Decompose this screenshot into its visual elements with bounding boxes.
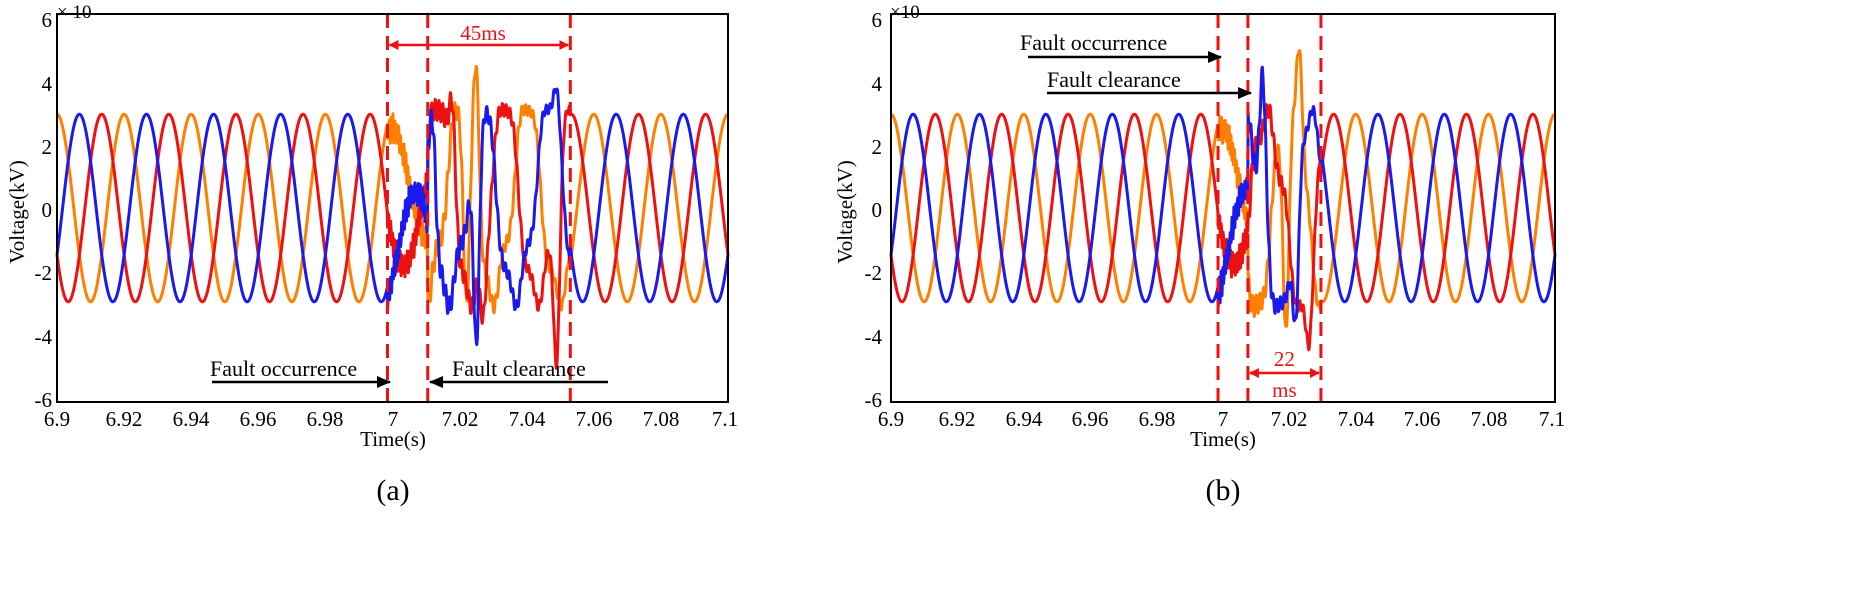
x-tick-label: 6.96 — [240, 407, 277, 431]
interval-label-line: 22 — [1274, 347, 1295, 371]
y-tick-label: 4 — [42, 72, 53, 96]
fault-occurrence-annotation: Fault occurrence — [1020, 30, 1167, 55]
y-tick-label: -6 — [35, 388, 53, 412]
plot-frame — [890, 13, 1556, 403]
x-tick-label: 7.1 — [1539, 407, 1565, 431]
fault-occurrence-annotation: Fault occurrence — [210, 356, 357, 381]
series-line-phase-b — [889, 103, 1557, 352]
y-tick-label: 2 — [872, 135, 883, 159]
x-tick-labels: 6.9 6.92 6.94 6.96 6.98 7 7.02 7.04 7.06… — [44, 407, 738, 431]
series-line-phase-c — [55, 87, 730, 347]
y-tick-label: -6 — [865, 388, 883, 412]
panel-a: Voltage(kV) × 10 6 4 2 0 -2 -4 -6 6.9 6.… — [5, 2, 738, 507]
series-line-phase-c — [889, 65, 1557, 323]
y-tick-label: 6 — [872, 8, 883, 32]
panel-label: (b) — [1206, 474, 1241, 507]
x-tick-label: 7.04 — [509, 407, 546, 431]
x-tick-label: 6.9 — [44, 407, 70, 431]
exponent-label: × 10 — [57, 2, 91, 23]
waveforms — [889, 49, 1557, 352]
x-tick-label: 6.92 — [939, 407, 976, 431]
y-tick-label: -4 — [35, 325, 53, 349]
series-line-phase-b — [55, 91, 730, 370]
x-tick-label: 7.08 — [1471, 407, 1508, 431]
y-axis-label: Voltage(kV) — [833, 160, 857, 263]
x-tick-label: 7.06 — [1404, 407, 1441, 431]
y-tick-label: 0 — [872, 198, 883, 222]
x-axis-label: Time(s) — [360, 427, 426, 451]
y-tick-label: -2 — [35, 261, 53, 285]
panel-label: (a) — [376, 474, 409, 507]
y-tick-label: 2 — [42, 135, 53, 159]
y-axis-label: Voltage(kV) — [5, 160, 29, 263]
interval-label: 22 ms — [1272, 347, 1297, 402]
x-tick-label: 6.96 — [1072, 407, 1109, 431]
x-tick-label: 7.04 — [1338, 407, 1375, 431]
x-tick-label: 6.94 — [1006, 407, 1043, 431]
waveforms — [55, 64, 730, 370]
interval-label-line: ms — [1272, 378, 1297, 402]
y-tick-labels: 6 4 2 0 -2 -4 -6 — [35, 8, 53, 412]
fault-clearance-annotation: Fault clearance — [1047, 67, 1181, 92]
x-tick-label: 6.98 — [1139, 407, 1176, 431]
fault-clearance-annotation: Fault clearance — [452, 356, 586, 381]
y-tick-labels: 6 4 2 0 -2 -4 -6 — [865, 8, 883, 412]
x-axis-label: Time(s) — [1190, 427, 1256, 451]
x-tick-label: 7.08 — [643, 407, 680, 431]
x-tick-label: 6.94 — [173, 407, 210, 431]
y-tick-label: 0 — [42, 198, 53, 222]
panel-b: Voltage(kV) ×10 6 4 2 0 -2 -4 -6 6.9 6.9… — [833, 2, 1565, 507]
x-tick-label: 6.9 — [878, 407, 904, 431]
exponent-label: ×10 — [890, 2, 920, 23]
y-tick-label: -4 — [865, 325, 883, 349]
x-tick-label: 7.1 — [712, 407, 738, 431]
interval-label: 45ms — [460, 21, 506, 45]
y-tick-label: 6 — [42, 8, 53, 32]
x-tick-label: 7 — [1218, 407, 1229, 431]
x-tick-label: 7 — [388, 407, 399, 431]
plot-frame — [56, 13, 729, 403]
x-tick-label: 6.98 — [307, 407, 344, 431]
x-tick-labels: 6.9 6.92 6.94 6.96 6.98 7 7.02 7.04 7.06… — [878, 407, 1565, 431]
y-tick-label: 4 — [872, 72, 883, 96]
x-tick-label: 7.02 — [442, 407, 479, 431]
x-tick-label: 7.02 — [1271, 407, 1308, 431]
x-tick-label: 7.06 — [576, 407, 613, 431]
y-tick-label: -2 — [865, 261, 883, 285]
x-tick-label: 6.92 — [106, 407, 143, 431]
